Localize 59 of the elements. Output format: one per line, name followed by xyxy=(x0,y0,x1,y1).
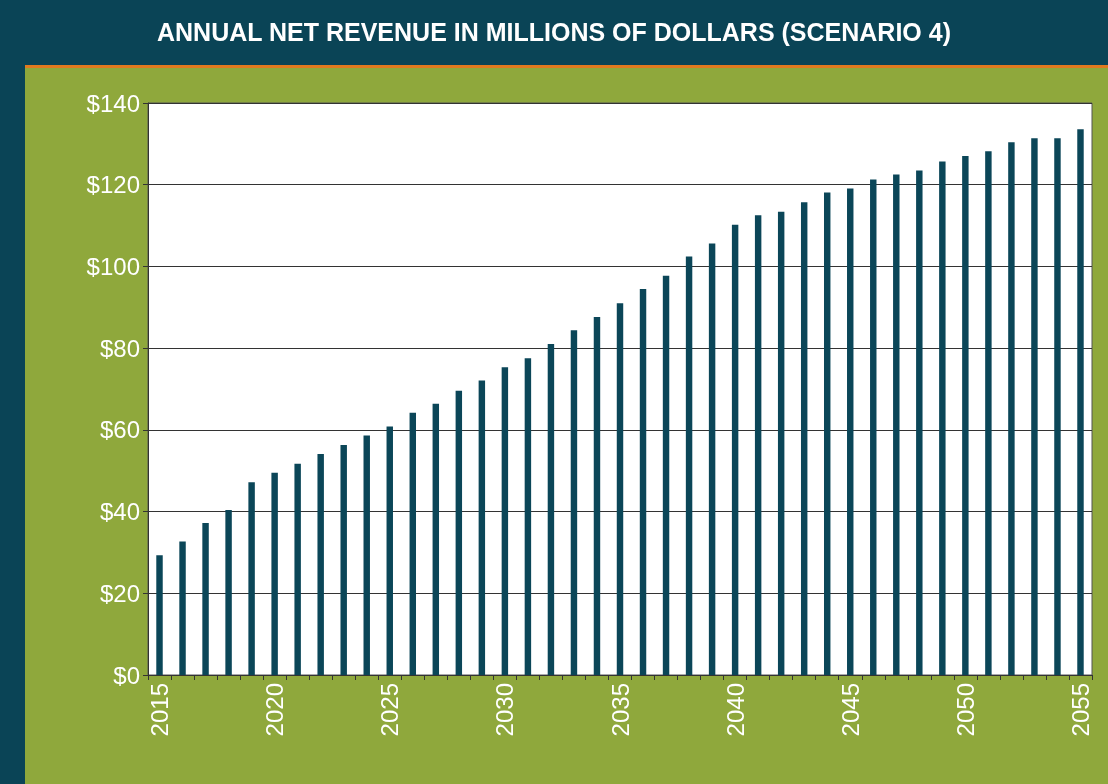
bar xyxy=(409,412,416,675)
y-tick-label: $80 xyxy=(99,334,140,362)
bar xyxy=(754,215,762,675)
x-tick-label: 2030 xyxy=(491,683,519,737)
bar xyxy=(870,179,877,675)
y-tick-label: $120 xyxy=(86,171,140,199)
bar xyxy=(202,523,209,675)
chart-title: ANNUAL NET REVENUE IN MILLIONS OF DOLLARS (SCENARIO 4) xyxy=(156,17,952,48)
bar xyxy=(386,426,393,675)
bar xyxy=(547,344,555,675)
bar xyxy=(662,275,670,675)
x-tick-label: 2055 xyxy=(1066,683,1094,737)
bar xyxy=(340,444,347,675)
y-tick-label: $20 xyxy=(99,579,140,607)
x-tick-label: 2040 xyxy=(721,683,749,737)
bar xyxy=(616,303,624,675)
x-tick-label: 2045 xyxy=(836,683,864,737)
bar xyxy=(962,156,969,675)
bar xyxy=(1077,129,1084,675)
bar xyxy=(916,170,923,675)
bar xyxy=(478,380,486,675)
bar xyxy=(570,330,578,675)
bar xyxy=(593,317,601,675)
x-tick-label: 2020 xyxy=(261,683,289,737)
bar xyxy=(1031,138,1038,675)
bar xyxy=(985,151,992,675)
y-tick-label: $140 xyxy=(86,89,140,117)
bar xyxy=(432,403,440,675)
bar xyxy=(248,482,255,675)
bar xyxy=(179,541,186,675)
bar xyxy=(731,224,739,675)
y-tick-label: $40 xyxy=(99,498,140,526)
bar xyxy=(455,390,463,675)
bar xyxy=(685,256,693,675)
x-tick-label: 2015 xyxy=(146,683,174,737)
bar xyxy=(708,243,716,675)
bar xyxy=(225,509,232,675)
bar xyxy=(893,174,900,675)
bar xyxy=(939,161,946,675)
bar xyxy=(777,211,785,675)
y-tick-label: $0 xyxy=(113,661,140,689)
bar xyxy=(363,435,370,675)
bar xyxy=(800,202,808,675)
bar xyxy=(824,192,831,675)
x-tick-label: 2035 xyxy=(606,683,634,737)
y-tick-label: $60 xyxy=(99,416,140,444)
bar xyxy=(1054,138,1061,675)
bar xyxy=(639,288,647,675)
bar xyxy=(294,463,301,675)
bar xyxy=(317,453,324,675)
y-tick-label: $100 xyxy=(86,252,140,280)
bar xyxy=(156,555,163,675)
bar xyxy=(524,358,532,675)
bar xyxy=(501,367,509,675)
bar xyxy=(271,472,278,675)
bar xyxy=(1008,142,1015,675)
x-tick-label: 2050 xyxy=(951,683,979,737)
bar xyxy=(847,188,854,675)
x-tick-label: 2025 xyxy=(376,683,404,737)
